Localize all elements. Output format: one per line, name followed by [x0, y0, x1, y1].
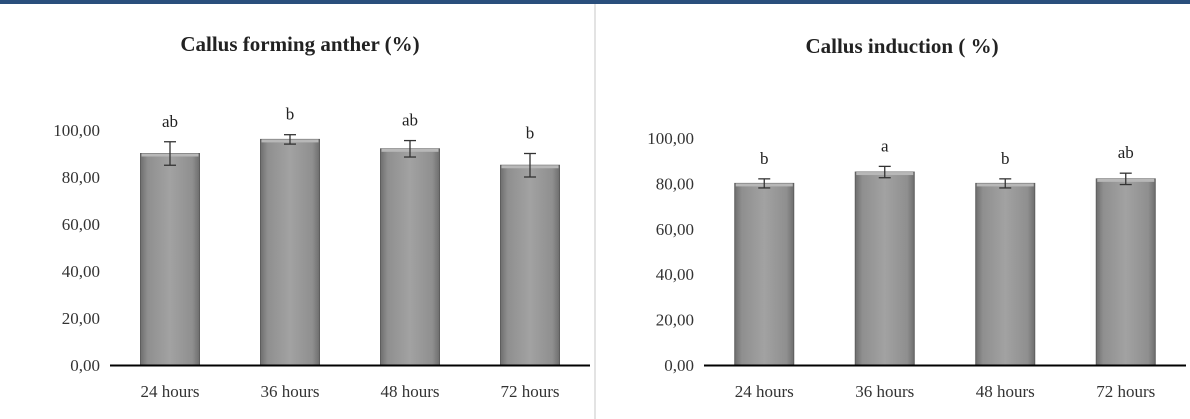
y-tick-label: 60,00	[62, 215, 100, 234]
y-tick-label: 0,00	[70, 356, 100, 375]
chart-title: Callus induction ( %)	[805, 34, 998, 58]
x-tick-label: 48 hours	[380, 382, 439, 401]
bar	[854, 171, 915, 366]
panel-divider	[594, 4, 596, 419]
bar	[975, 182, 1036, 366]
chart-callus-induction: Callus induction ( %) 0,00 20,00 40,00 60,00…	[647, 34, 1186, 401]
y-tick-label: 0,00	[664, 356, 694, 375]
bar-annotation: a	[881, 136, 889, 155]
x-tick-label: 36 hours	[260, 382, 319, 401]
bar-annotation: b	[526, 124, 535, 143]
y-tick-label: 100,00	[53, 121, 100, 140]
x-tick-label: 72 hours	[1096, 382, 1155, 401]
y-tick-label: 60,00	[656, 220, 694, 239]
y-tick-label: 80,00	[62, 168, 100, 187]
bar-annotation: ab	[1118, 143, 1134, 162]
chart-panel-callus-forming-anther: Callus forming anther (%) 0,00 20,00 40,00 6…	[0, 4, 594, 419]
x-tick-label: 24 hours	[735, 382, 794, 401]
y-tick-label: 20,00	[656, 311, 694, 330]
bar-annotation: b	[1001, 149, 1010, 168]
bar-annotation: ab	[402, 111, 418, 130]
bar-annotation: b	[760, 149, 769, 168]
x-tick-label: 48 hours	[976, 382, 1035, 401]
y-tick-label: 40,00	[62, 262, 100, 281]
y-tick-label: 80,00	[656, 174, 694, 193]
y-tick-label: 100,00	[647, 129, 694, 148]
bar	[260, 138, 320, 366]
bar	[380, 148, 440, 366]
chart-callus-forming-anther: Callus forming anther (%) 0,00 20,00 40,00 6…	[53, 32, 590, 401]
bar	[734, 182, 795, 366]
chart-panel-callus-induction: Callus induction ( %) 0,00 20,00 40,00 60,00…	[596, 4, 1190, 419]
chart-title: Callus forming anther (%)	[180, 32, 419, 56]
y-tick-label: 20,00	[62, 309, 100, 328]
bar-annotation: ab	[162, 112, 178, 131]
bar	[1095, 178, 1156, 366]
bar	[500, 164, 560, 366]
x-tick-label: 24 hours	[140, 382, 199, 401]
bar-annotation: b	[286, 105, 295, 124]
bar	[140, 153, 200, 366]
x-tick-label: 36 hours	[855, 382, 914, 401]
x-tick-label: 72 hours	[500, 382, 559, 401]
y-tick-label: 40,00	[656, 265, 694, 284]
header-rule	[0, 0, 1190, 4]
